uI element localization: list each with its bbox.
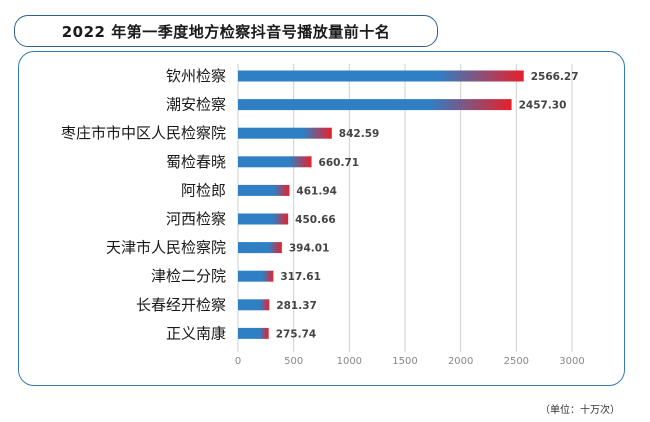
category-label: 正义南康 (166, 324, 226, 342)
bar (238, 156, 312, 168)
data-label: 2566.27 (531, 71, 579, 83)
data-label: 317.61 (280, 271, 321, 283)
x-tick-label: 500 (284, 356, 303, 367)
data-label: 275.74 (276, 328, 317, 340)
category-label: 潮安检察 (166, 96, 226, 114)
bar (238, 99, 512, 111)
category-label: 枣庄市市中区人民检察院 (61, 124, 226, 142)
category-label: 阿检郎 (181, 181, 226, 199)
x-tick-label: 1500 (392, 356, 417, 367)
chart-title: 2022 年第一季度地方检察抖音号播放量前十名 (61, 22, 391, 41)
data-label: 2457.30 (519, 100, 567, 112)
bar (238, 242, 282, 254)
data-label: 450.66 (295, 214, 336, 226)
title-box: 2022 年第一季度地方检察抖音号播放量前十名 (14, 15, 438, 47)
data-label: 461.94 (296, 185, 337, 197)
x-tick-label: 2500 (504, 356, 529, 367)
category-label: 河西检察 (166, 210, 226, 228)
x-tick-label: 1000 (337, 356, 362, 367)
category-label: 钦州检察 (166, 67, 226, 85)
bar (238, 70, 524, 82)
unit-label: （单位：十万次） (540, 405, 620, 416)
category-label: 蜀检春晓 (166, 153, 226, 171)
data-label: 281.37 (276, 300, 317, 312)
bar (238, 127, 332, 139)
x-tick-label: 0 (235, 356, 241, 367)
bar (238, 327, 269, 339)
category-label: 长春经开检察 (136, 296, 226, 314)
bar (238, 299, 270, 311)
bar (238, 184, 290, 196)
x-tick-label: 2000 (448, 356, 473, 367)
x-tick-label: 3000 (559, 356, 584, 367)
data-label: 394.01 (289, 243, 330, 255)
bar (238, 270, 274, 282)
data-label: 660.71 (319, 157, 360, 169)
data-label: 842.59 (339, 128, 380, 140)
category-label: 天津市人民检察院 (106, 239, 226, 257)
bar (238, 213, 289, 225)
category-label: 津检二分院 (151, 267, 226, 285)
